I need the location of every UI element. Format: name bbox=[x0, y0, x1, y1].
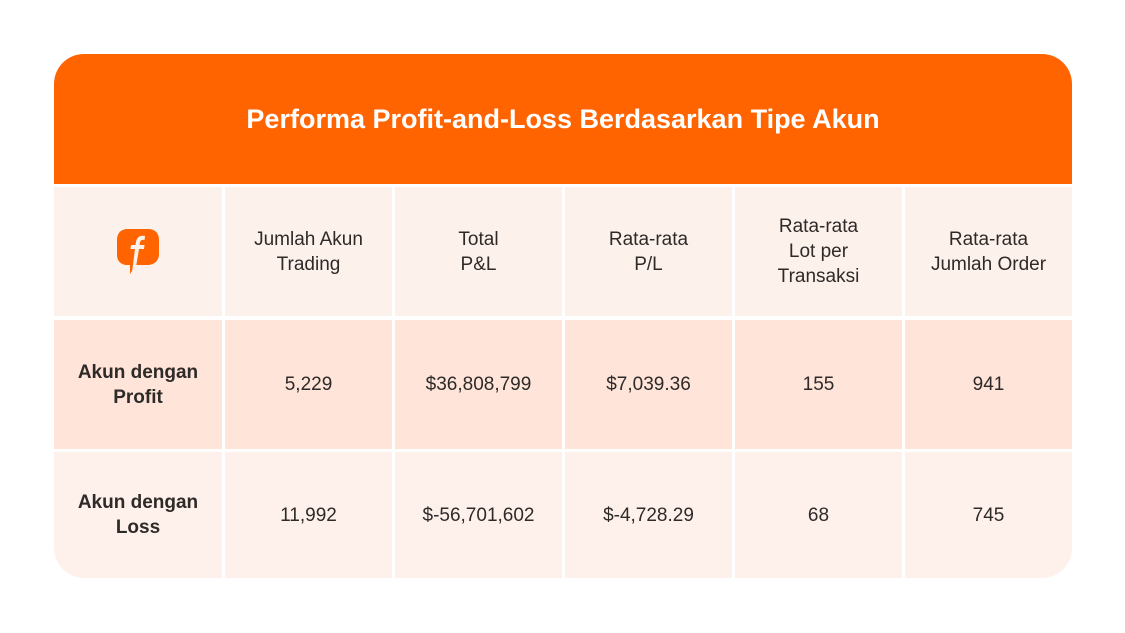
column-header-rata-lot: Rata-rata Lot per Transaksi bbox=[735, 187, 902, 316]
table-row-profit: Akun dengan Profit 5,229 $36,808,799 $7,0… bbox=[54, 320, 1072, 449]
row-label-loss: Akun dengan Loss bbox=[54, 452, 222, 578]
cell-value: 11,992 bbox=[225, 452, 392, 578]
logo-cell bbox=[54, 187, 222, 316]
column-header-rata-pl: Rata-rata P/L bbox=[565, 187, 732, 316]
header-row: Jumlah Akun Trading Total P&L Rata-rata P/L… bbox=[54, 187, 1072, 316]
cell-value: 941 bbox=[905, 320, 1072, 449]
cell-value: $-4,728.29 bbox=[565, 452, 732, 578]
cell-value: 745 bbox=[905, 452, 1072, 578]
column-header-rata-order: Rata-rata Jumlah Order bbox=[905, 187, 1072, 316]
cell-value: $7,039.36 bbox=[565, 320, 732, 449]
column-header-total-pnl: Total P&L bbox=[395, 187, 562, 316]
cell-value: 5,229 bbox=[225, 320, 392, 449]
table-title: Performa Profit-and-Loss Berdasarkan Tip… bbox=[246, 103, 880, 134]
table-row-loss: Akun dengan Loss 11,992 $-56,701,602 $-4,… bbox=[54, 452, 1072, 578]
row-label-profit: Akun dengan Profit bbox=[54, 320, 222, 449]
pnl-table-card: Performa Profit-and-Loss Berdasarkan Tip… bbox=[54, 54, 1072, 578]
cell-value: $36,808,799 bbox=[395, 320, 562, 449]
cell-value: 68 bbox=[735, 452, 902, 578]
column-header-jumlah-akun: Jumlah Akun Trading bbox=[225, 187, 392, 316]
title-bar: Performa Profit-and-Loss Berdasarkan Tip… bbox=[54, 54, 1072, 184]
brand-logo-icon bbox=[117, 228, 159, 274]
cell-value: 155 bbox=[735, 320, 902, 449]
cell-value: $-56,701,602 bbox=[395, 452, 562, 578]
